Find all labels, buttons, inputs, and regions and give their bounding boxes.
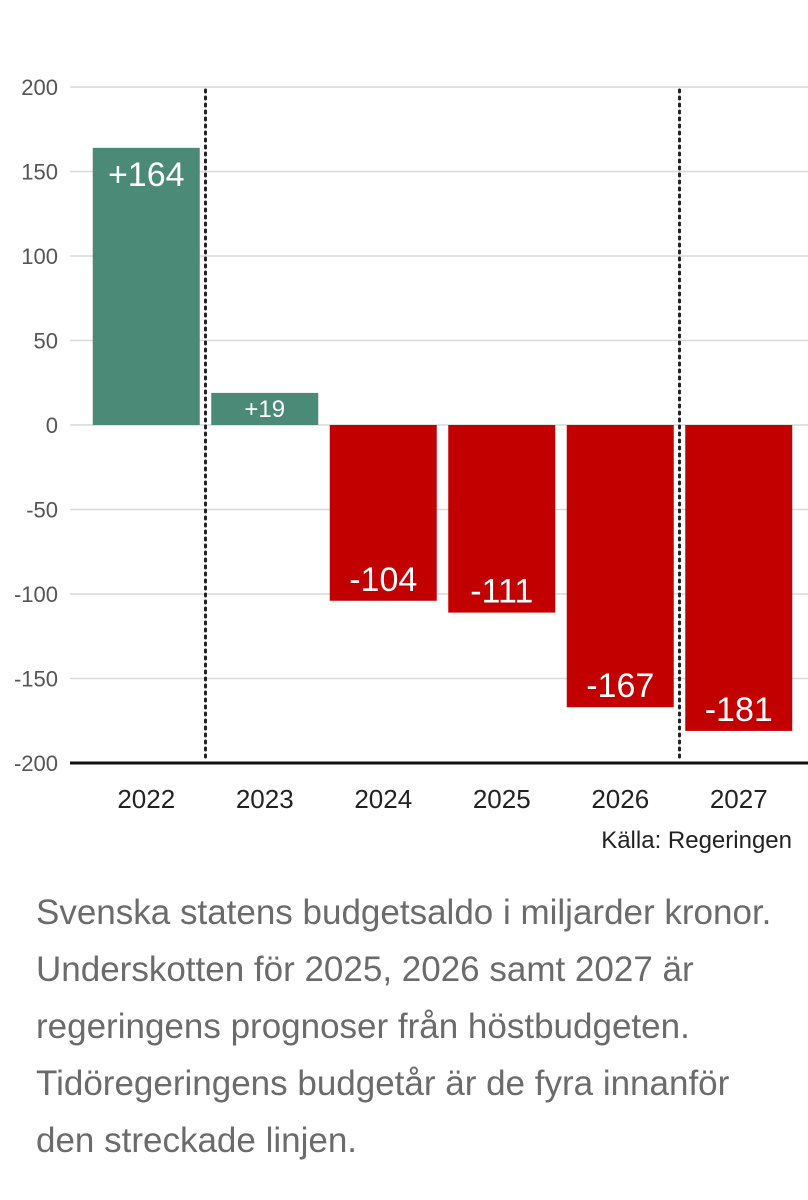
y-tick-label: 100 [21,244,58,269]
y-tick-label: -50 [26,498,58,523]
y-axis-ticks: 200 150 100 50 0 -50 -100 -150 -200 [14,75,58,776]
data-label-2024: -104 [349,561,417,599]
data-label-2022: +164 [108,156,185,194]
bars: +164 +19 -104 -111 -167 -181 [92,147,793,731]
bar-2024 [329,425,437,601]
term-divider-lines [204,88,681,762]
data-label-2026: -167 [586,667,654,705]
bar-2025 [448,425,556,613]
chart-caption: Svenska statens budgetsaldo i miljarder … [36,893,772,1160]
data-label-2025: -111 [470,573,533,611]
bar-2026 [566,425,674,708]
x-tick-label-2023: 2023 [236,784,294,814]
x-tick-label-2026: 2026 [591,784,649,814]
y-tick-label: -150 [14,667,58,692]
x-tick-label-2022: 2022 [117,784,175,814]
bar-2023 [211,392,319,425]
budget-balance-chart: 200 150 100 50 0 -50 -100 -150 -200 +164 +19 -104 -… [14,75,808,854]
bar-2027 [685,425,793,731]
data-label-2027: -181 [705,691,773,729]
bar-2022 [92,147,200,425]
x-tick-label-2025: 2025 [473,784,531,814]
source-label: Källa: Regeringen [601,827,792,854]
y-tick-label: 200 [21,75,58,100]
y-tick-label: 150 [21,160,58,185]
y-tick-label: 0 [46,413,58,438]
x-tick-label-2024: 2024 [354,784,412,814]
x-tick-label-2027: 2027 [710,784,768,814]
y-tick-label: -100 [14,582,58,607]
x-axis-ticks: 2022 2023 2024 2025 2026 2027 [117,784,767,814]
y-tick-label: 50 [34,329,58,354]
y-tick-label: -200 [14,751,58,776]
data-label-2023: +19 [244,396,285,423]
